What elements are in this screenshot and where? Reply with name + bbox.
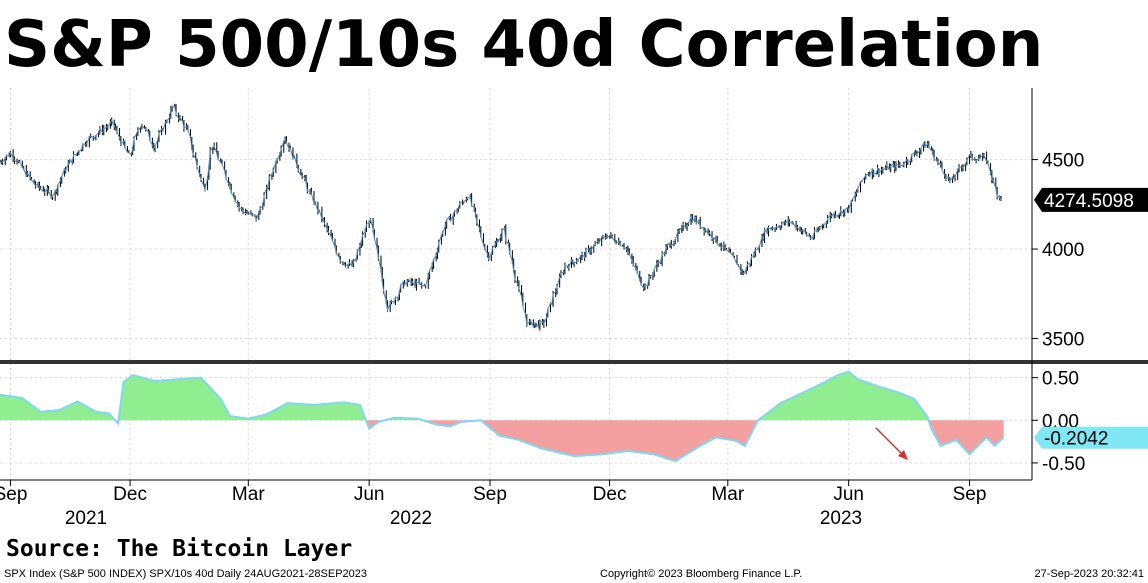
corr-line bbox=[0, 370, 1005, 463]
x-month-tick-label: Dec bbox=[593, 484, 627, 505]
price-last-value-tag: 4274.5098 bbox=[1034, 187, 1148, 212]
corr-last-value-label: -0.2042 bbox=[1044, 429, 1108, 450]
x-year-label: 2021 bbox=[65, 508, 107, 529]
x-month-tick-label: Dec bbox=[113, 484, 147, 505]
chart-title: S&P 500/10s 40d Correlation bbox=[4, 8, 1044, 82]
annotation-arrow bbox=[875, 427, 908, 460]
corr-y-tick-label: 0.50 bbox=[1042, 369, 1079, 390]
x-year-label: 2022 bbox=[390, 508, 432, 529]
corr-negative-area bbox=[480, 420, 758, 462]
corr-negative-area bbox=[423, 420, 481, 427]
corr-positive-area bbox=[0, 394, 116, 421]
footer-copyright: Copyright© 2023 Bloomberg Finance L.P. bbox=[600, 568, 803, 580]
correlation-panel bbox=[0, 370, 1005, 463]
corr-last-value-tag: -0.2042 bbox=[1034, 426, 1148, 450]
source-note: Source: The Bitcoin Layer bbox=[6, 536, 353, 562]
x-month-tick-label: Sep bbox=[473, 484, 507, 505]
x-month-tick-label: Jun bbox=[833, 484, 864, 505]
price-y-tick-label: 4500 bbox=[1042, 151, 1084, 172]
corr-positive-area bbox=[118, 375, 366, 421]
price-panel bbox=[0, 103, 1002, 331]
footer-timestamp: 27-Sep-2023 20:32:41 bbox=[1034, 568, 1144, 580]
price-last-value-label: 4274.5098 bbox=[1044, 191, 1134, 212]
price-line bbox=[0, 105, 1002, 330]
chart-area: 3500400045004274.50980.500.00-0.50-0.204… bbox=[0, 88, 1148, 529]
price-y-tick-label: 4000 bbox=[1042, 240, 1084, 261]
panel-divider bbox=[0, 360, 1148, 364]
axes: 3500400045004274.50980.500.00-0.50-0.204… bbox=[0, 88, 1148, 529]
x-month-tick-label: Jun bbox=[354, 484, 385, 505]
x-year-label: 2023 bbox=[820, 508, 862, 529]
corr-negative-area bbox=[928, 420, 1004, 455]
x-month-tick-label: Sep bbox=[0, 484, 27, 505]
x-month-tick-label: Sep bbox=[953, 484, 987, 505]
x-month-tick-label: Mar bbox=[232, 484, 265, 505]
corr-positive-area bbox=[758, 371, 929, 421]
footer-ticker-info: SPX Index (S&P 500 INDEX) SPX/10s 40d Da… bbox=[4, 568, 368, 580]
x-month-tick-label: Mar bbox=[711, 484, 744, 505]
price-y-tick-label: 3500 bbox=[1042, 330, 1084, 351]
corr-y-tick-label: -0.50 bbox=[1042, 454, 1085, 475]
